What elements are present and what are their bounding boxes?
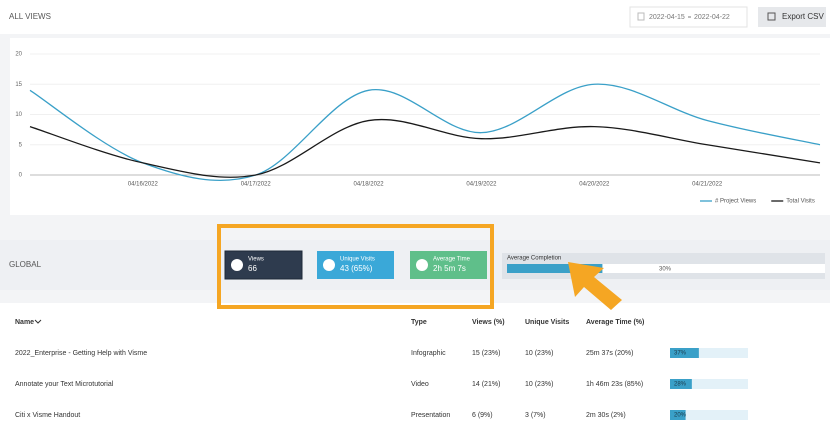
completion-value: 30% [659, 267, 672, 273]
completion-track [507, 264, 825, 273]
chart-card [10, 38, 830, 215]
export-button[interactable] [758, 7, 826, 27]
progress-label: 20% [674, 413, 687, 419]
table-cell: 25m 37s (20%) [586, 350, 633, 357]
legend-label: # Project Views [715, 199, 756, 205]
column-header: Average Time (%) [586, 319, 644, 326]
table-cell: 10 (23%) [525, 350, 553, 357]
progress-bar [670, 410, 686, 420]
completion-label: Average Completion [507, 256, 561, 262]
table-cell: 14 (21%) [472, 381, 500, 388]
progress-label: 37% [674, 351, 687, 357]
x-tick-label: 04/17/2022 [241, 182, 272, 188]
stat-value: 66 [248, 264, 257, 273]
table-cell: Citi x Visme Handout [15, 412, 80, 419]
progress-label: 28% [674, 382, 687, 388]
global-title: GLOBAL [9, 260, 42, 269]
y-tick-label: 5 [19, 142, 23, 148]
y-tick-label: 10 [15, 112, 22, 118]
highlight-box [217, 224, 494, 309]
table-cell: Video [411, 381, 429, 388]
section-title: ALL VIEWS [9, 12, 51, 21]
x-tick-label: 04/16/2022 [128, 182, 159, 188]
completion-bar [507, 264, 603, 273]
progress-track [670, 379, 748, 389]
progress-track [670, 410, 748, 420]
table-cell: Annotate your Text Microtutorial [15, 381, 114, 388]
y-tick-label: 20 [15, 52, 22, 58]
stat-label: Average Time [433, 257, 471, 263]
table-cell: Infographic [411, 350, 446, 357]
stat-value: 2h 5m 7s [433, 264, 466, 273]
series-line [29, 83, 821, 181]
table-cell: 6 (9%) [472, 412, 493, 419]
table-cell: 2m 30s (2%) [586, 412, 626, 419]
y-tick-label: 0 [19, 173, 23, 179]
table-card [0, 303, 830, 422]
progress-track [670, 348, 748, 358]
y-tick-label: 15 [15, 82, 22, 88]
export-icon [767, 12, 776, 21]
date-from: 2022-04-15 [649, 14, 685, 21]
progress-bar [670, 348, 699, 358]
table-cell: 3 (7%) [525, 412, 546, 419]
table-cell: 2022_Enterprise - Getting Help with Vism… [15, 350, 147, 357]
stat-label: Unique Visits [340, 257, 375, 263]
stat-icon [231, 259, 243, 271]
progress-bar [670, 379, 692, 389]
pointer-arrow [568, 262, 622, 310]
stat-icon [416, 259, 428, 271]
date-to: 2022-04-22 [694, 14, 730, 21]
stat-label: Views [248, 257, 264, 263]
column-header: Unique Visits [525, 319, 569, 326]
column-header: Type [411, 319, 427, 326]
x-tick-label: 04/20/2022 [579, 182, 610, 188]
x-tick-label: 04/18/2022 [354, 182, 385, 188]
table-cell: 15 (23%) [472, 350, 500, 357]
table-cell: Presentation [411, 412, 450, 419]
sort-chevron[interactable] [34, 319, 42, 324]
column-header: Name [15, 319, 34, 326]
series-line [29, 118, 821, 178]
x-tick-label: 04/19/2022 [466, 182, 497, 188]
export-label: Export CSV [782, 12, 824, 21]
column-header: Views (%) [472, 319, 505, 326]
stat-icon [323, 259, 335, 271]
table-cell: 10 (23%) [525, 381, 553, 388]
x-tick-label: 04/21/2022 [692, 182, 723, 188]
legend-label: Total Visits [786, 199, 815, 205]
calendar-icon [637, 12, 645, 21]
table-cell: 1h 46m 23s (85%) [586, 381, 643, 388]
stat-value: 43 (65%) [340, 264, 373, 273]
